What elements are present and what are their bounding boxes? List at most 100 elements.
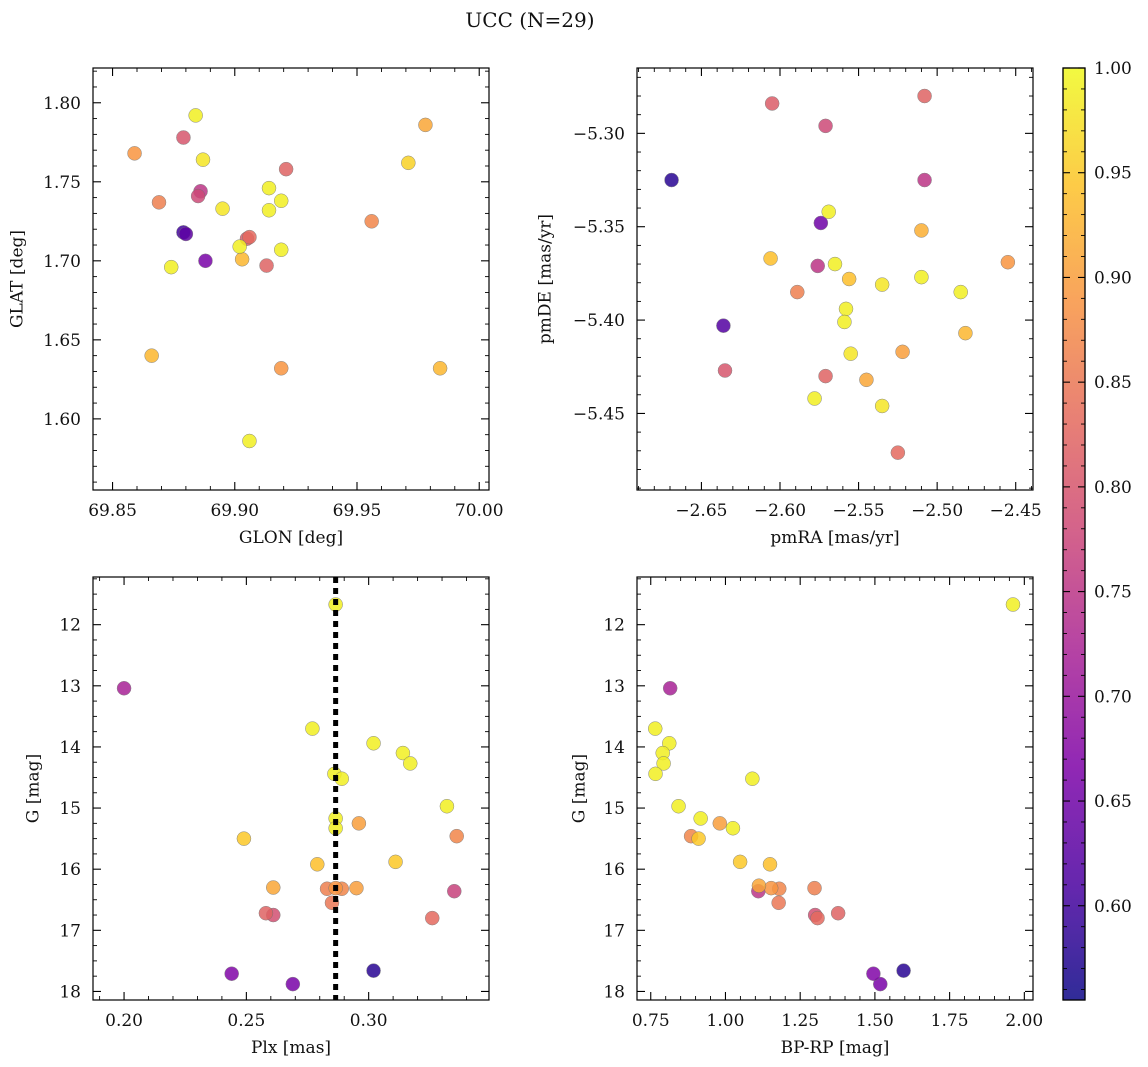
x-tick-label: 0.20	[105, 1011, 143, 1031]
data-point	[821, 204, 836, 220]
data-point	[859, 372, 874, 388]
y-tick-label: 1.75	[43, 173, 81, 193]
data-point	[873, 976, 888, 992]
panel-bprp-g: 0.75 1.00 1.25 1.50 1.75 2.00 12 13 14 15 16 17 18 BP…	[570, 576, 1043, 1058]
data-point	[958, 325, 973, 341]
data-point	[917, 88, 932, 104]
data-point	[388, 854, 403, 870]
y-tick-label: 12	[59, 616, 81, 636]
data-point	[647, 721, 663, 736]
y-tick-label: −5.35	[573, 218, 625, 238]
plot-frame	[636, 67, 1034, 491]
data-point	[764, 96, 780, 111]
x-tick-label: 0.75	[632, 1011, 670, 1031]
data-point	[395, 745, 411, 761]
data-point	[258, 905, 274, 921]
y-tick-label: 1.60	[43, 410, 81, 430]
data-point	[838, 301, 854, 317]
y-tick-label: 16	[59, 860, 81, 880]
data-point	[656, 756, 671, 771]
x-tick-label: 70.00	[455, 501, 504, 521]
data-point	[693, 811, 708, 826]
data-point	[648, 766, 663, 782]
data-point	[278, 161, 294, 177]
data-point	[837, 314, 852, 330]
data-point	[236, 831, 252, 846]
data-point	[366, 963, 381, 978]
y-tick-label: 1.80	[43, 94, 81, 114]
data-point	[745, 771, 760, 786]
data-point	[712, 816, 728, 831]
data-point	[364, 214, 379, 229]
data-point	[144, 348, 159, 363]
y-tick-label: 17	[603, 921, 625, 941]
data-point	[874, 277, 890, 292]
x-tick-label: 0.30	[350, 1011, 388, 1031]
colorbar: 1.00 0.95 0.90 0.85 0.80 0.75 0.70 0.65 0.60	[1062, 59, 1132, 1001]
data-point	[716, 318, 731, 333]
data-point	[771, 895, 786, 911]
data-point	[224, 966, 239, 981]
colorbar-tick-label: 0.90	[1094, 268, 1132, 288]
x-tick-label: −2.45	[990, 501, 1042, 521]
x-tick-label: 0.25	[227, 1011, 265, 1031]
y-tick-label: 12	[603, 616, 625, 636]
data-point	[691, 831, 706, 846]
y-axis-label: GLAT [deg]	[8, 230, 28, 328]
data-point	[725, 820, 741, 836]
colorbar-tick-label: 0.85	[1094, 373, 1132, 393]
data-point	[402, 756, 418, 771]
y-tick-label: 18	[603, 982, 625, 1002]
x-axis-label: pmRA [mas/yr]	[770, 528, 899, 548]
colorbar-tick-label: 1.00	[1094, 59, 1132, 79]
data-point	[827, 256, 843, 272]
data-point	[266, 880, 281, 895]
y-tick-label: 13	[59, 677, 81, 697]
data-point	[242, 229, 257, 245]
data-point	[215, 201, 230, 216]
y-tick-label: −5.40	[573, 311, 625, 331]
data-point	[1000, 254, 1016, 270]
data-point	[195, 152, 211, 167]
figure-title: UCC (N=29)	[465, 8, 594, 32]
colorbar-tick-label: 0.95	[1094, 164, 1132, 184]
y-tick-label: 15	[59, 799, 81, 819]
data-point	[818, 118, 833, 134]
x-tick-label: 1.25	[781, 1011, 819, 1031]
data-point	[874, 398, 890, 414]
y-tick-label: 14	[59, 738, 81, 758]
panel-glon-glat: 69.85 69.90 69.95 70.00 1.60 1.65 1.70 1.75 1.80…	[8, 67, 504, 548]
data-point	[449, 828, 464, 844]
x-axis-label: Plx [mas]	[251, 1038, 331, 1058]
data-point	[366, 736, 381, 751]
y-axis-label: G [mag]	[570, 754, 590, 823]
panel-pmra-pmde: −2.65 −2.60 −2.55 −2.50 −2.45 −5.30 −5.35 −5.40…	[536, 67, 1042, 548]
data-point	[830, 905, 846, 921]
data-point	[917, 172, 932, 188]
data-point	[810, 258, 825, 274]
colorbar-tick-label: 0.75	[1094, 583, 1132, 603]
colorbar-tick-label: 0.65	[1094, 792, 1132, 812]
data-point	[351, 816, 367, 831]
colorbar-tick-label: 0.70	[1094, 687, 1132, 707]
data-point	[163, 259, 179, 275]
data-point	[896, 963, 911, 978]
data-point	[151, 195, 167, 210]
data-point	[234, 251, 250, 267]
data-point	[198, 253, 213, 269]
plot-frame	[92, 67, 490, 491]
data-point	[914, 269, 929, 285]
y-axis-label: pmDE [mas/yr]	[536, 214, 556, 344]
colorbar-frame	[1062, 67, 1086, 1001]
data-point	[188, 108, 203, 123]
data-point	[242, 433, 257, 449]
plot-frame	[92, 576, 490, 1001]
plot-frame	[636, 576, 1034, 1001]
x-tick-label: −2.65	[675, 501, 727, 521]
data-point	[261, 202, 277, 218]
colorbar-gradient	[1062, 67, 1086, 1001]
data-point	[664, 172, 679, 188]
panel-plx-g: 0.20 0.25 0.30 12 13 14 15 16 17 18 Plx [mas] G [ma…	[24, 576, 490, 1058]
y-tick-label: 16	[603, 860, 625, 880]
data-point	[813, 215, 829, 231]
